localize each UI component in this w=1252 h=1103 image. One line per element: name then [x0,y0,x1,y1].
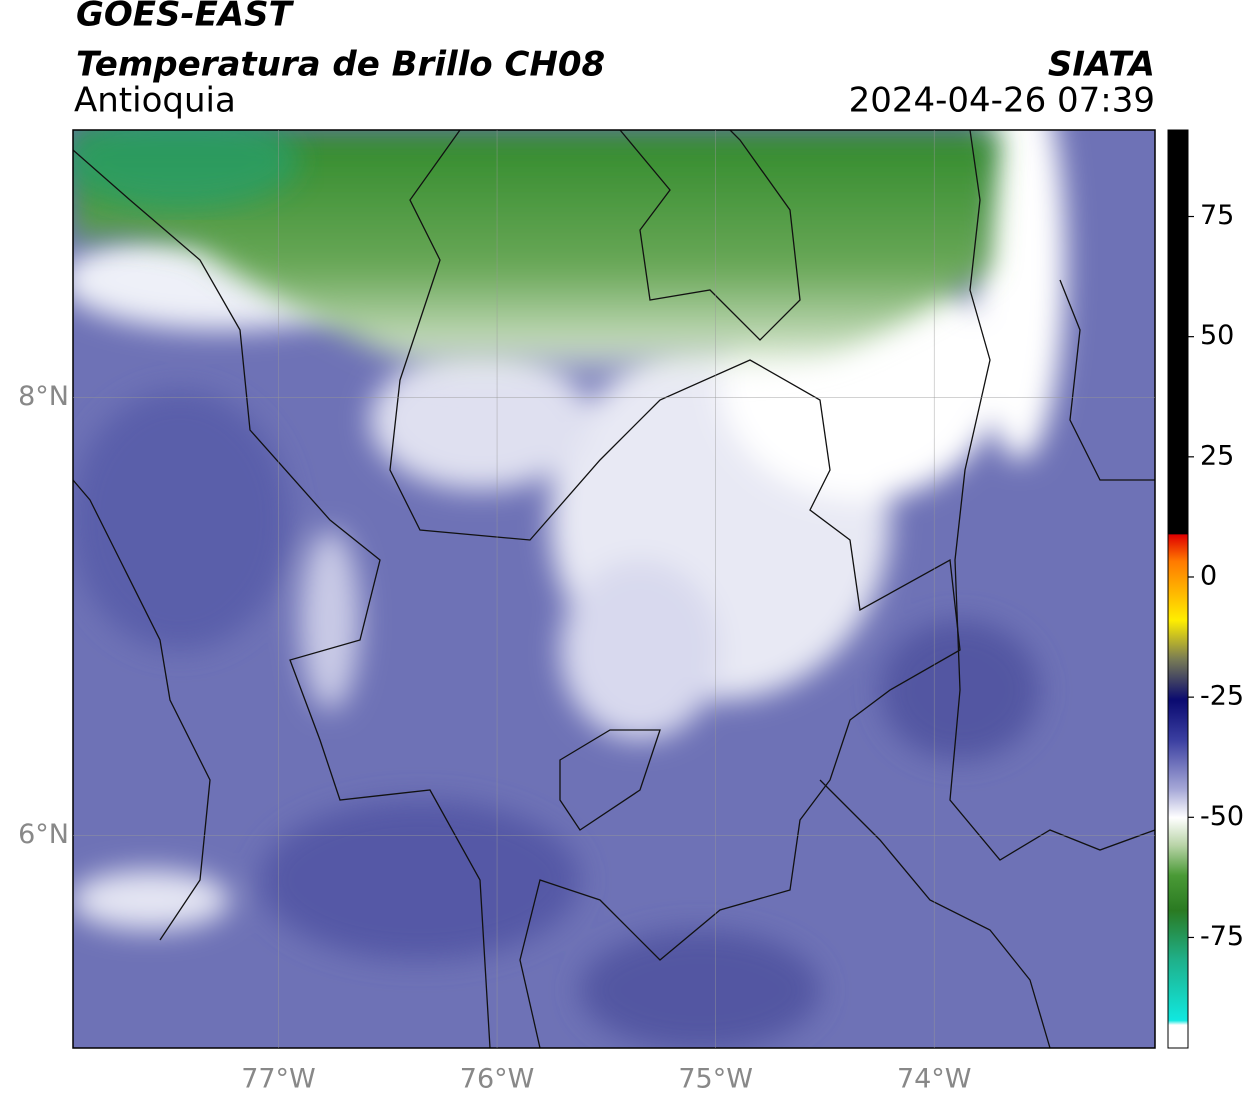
colorbar-tick-label: 75 [1200,200,1234,231]
region: Antioquia [74,81,236,121]
colorbar-tick-label: -50 [1200,801,1244,832]
title: GOES-EAST [76,0,295,35]
colorbar-tick-label: -25 [1200,681,1244,712]
lon-tick-label: 74°W [897,1064,972,1095]
colorbar-tick-label: 25 [1200,440,1234,471]
colorbar [1167,129,1189,1049]
lat-tick-label: 8°N [18,381,69,412]
colorbar-tick-label: 50 [1200,320,1234,351]
subtitle: Temperatura de Brillo CH08 [76,45,605,85]
datetime: 2024-04-26 07:39 [849,81,1155,121]
lon-tick-label: 76°W [460,1064,535,1095]
satellite-image [73,130,1155,1048]
lat-tick-label: 6°N [18,819,69,850]
lon-tick-label: 75°W [678,1064,753,1095]
colorbar-tick-label: -75 [1200,921,1244,952]
lon-tick-label: 77°W [241,1064,316,1095]
source: SIATA [1048,45,1155,85]
map-frame [72,129,1156,1049]
colorbar-tick-label: 0 [1200,560,1217,591]
